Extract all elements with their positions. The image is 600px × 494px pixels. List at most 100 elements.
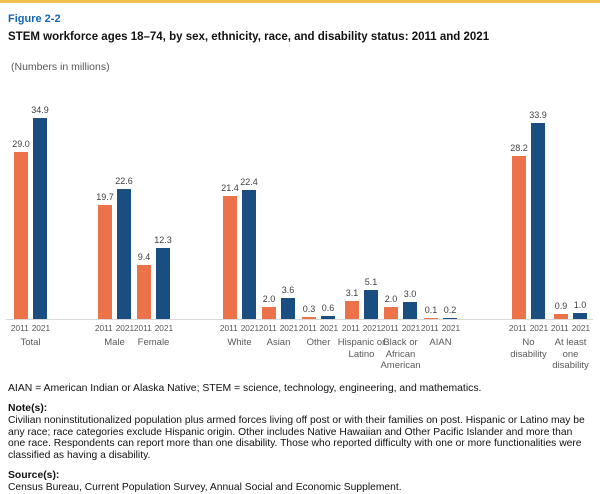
year-tick: 2011 <box>298 323 317 333</box>
top-accent-border <box>0 0 600 3</box>
bar-column: 28.2 <box>510 143 528 319</box>
bar-pair: 0.3 0.6 <box>302 96 335 319</box>
year-tick: 2011 <box>133 323 152 333</box>
year-tick: 2011 <box>94 323 113 333</box>
bar-2021 <box>531 123 545 319</box>
year-tick: 2011 <box>420 323 439 333</box>
year-tick: 2011 <box>508 323 527 333</box>
bar-pair: 28.2 33.9 <box>510 96 547 319</box>
bar-group: 2.0 3.6 2011 2021 Asian <box>258 96 299 349</box>
bar-group: 19.7 22.6 2011 2021 Male <box>94 96 135 349</box>
notes-heading: Note(s): <box>8 403 48 414</box>
bar-value-label: 1.0 <box>573 300 587 310</box>
bar-2021 <box>156 248 170 319</box>
category-label: Female <box>137 337 170 348</box>
bar-2011 <box>262 307 276 319</box>
year-tick: 2021 <box>115 323 135 333</box>
bar-pair: 0.1 0.2 <box>424 96 457 319</box>
bar-value-label: 19.7 <box>96 192 114 202</box>
bar-column: 0.9 <box>554 301 568 319</box>
bar-column: 1.0 <box>573 300 587 319</box>
bar-pair: 19.7 22.6 <box>96 96 133 319</box>
bar-column: 12.3 <box>154 235 172 319</box>
bar-value-label: 0.1 <box>424 305 438 315</box>
bar-column: 0.3 <box>302 304 316 319</box>
year-tick-labels: 2011 2021 <box>299 323 338 333</box>
year-tick: 2011 <box>380 323 399 333</box>
category-label: Asian <box>266 337 291 348</box>
bar-pair: 9.4 12.3 <box>137 96 172 319</box>
category-label: Male <box>104 337 125 348</box>
bar-value-label: 29.0 <box>12 139 30 149</box>
year-tick: 2021 <box>529 323 549 333</box>
bar-2021 <box>117 189 131 319</box>
bar-value-label: 28.2 <box>510 143 528 153</box>
year-tick: 2021 <box>240 323 260 333</box>
bar-column: 0.1 <box>424 305 438 319</box>
bar-value-label: 5.1 <box>364 277 378 287</box>
year-tick: 2021 <box>571 323 591 333</box>
bar-column: 0.2 <box>443 305 457 319</box>
year-tick-labels: 2011 2021 <box>134 323 173 333</box>
bar-group: 0.9 1.0 2011 2021 At least one disability <box>551 96 591 372</box>
bar-value-label: 12.3 <box>154 235 172 245</box>
year-tick-labels: 2011 2021 <box>342 323 381 333</box>
bar-2011 <box>137 265 151 319</box>
bar-2021 <box>403 302 417 319</box>
year-tick: 2021 <box>319 323 339 333</box>
bar-column: 5.1 <box>364 277 378 319</box>
bar-chart-plot-area: 29.0 34.9 2011 2021 Total 19.7 22.6 2011 2021 Mal… <box>0 96 600 371</box>
bar-column: 33.9 <box>529 110 547 319</box>
bar-value-label: 22.6 <box>115 176 133 186</box>
bar-column: 3.0 <box>403 289 417 319</box>
bar-2021 <box>281 298 295 319</box>
bar-value-label: 2.0 <box>384 294 398 304</box>
bar-2021 <box>242 190 256 319</box>
year-tick: 2011 <box>258 323 277 333</box>
bar-column: 29.0 <box>12 139 30 319</box>
bar-value-label: 2.0 <box>262 294 276 304</box>
bar-pair: 2.0 3.0 <box>384 96 417 319</box>
bar-value-label: 9.4 <box>137 252 151 262</box>
category-label: No disability <box>510 337 547 360</box>
category-label: White <box>227 337 252 348</box>
year-tick-labels: 2011 2021 <box>509 323 548 333</box>
source-body: Census Bureau, Current Population Survey… <box>8 482 402 494</box>
bar-value-label: 0.9 <box>554 301 568 311</box>
bar-column: 9.4 <box>137 252 151 319</box>
bar-2021 <box>364 290 378 319</box>
bar-2021 <box>321 316 335 319</box>
bar-value-label: 3.6 <box>281 285 295 295</box>
bar-2011 <box>302 317 316 319</box>
year-tick-labels: 2011 2021 <box>421 323 460 333</box>
bar-column: 22.4 <box>240 177 258 319</box>
category-label: Hispanic or Latino <box>337 337 386 360</box>
year-tick: 2021 <box>154 323 174 333</box>
bar-2011 <box>384 307 398 319</box>
bar-column: 3.1 <box>345 288 359 319</box>
category-label: At least one disability <box>552 337 589 371</box>
category-label: AIAN <box>429 337 452 348</box>
bar-column: 21.4 <box>221 183 239 319</box>
bar-group: 3.1 5.1 2011 2021 Hispanic or Latino <box>338 96 386 360</box>
bar-2011 <box>14 152 28 319</box>
bar-group: 9.4 12.3 2011 2021 Female <box>134 96 173 349</box>
bar-2011 <box>98 205 112 319</box>
year-tick: 2021 <box>279 323 299 333</box>
bar-pair: 21.4 22.4 <box>221 96 258 319</box>
bar-column: 3.6 <box>281 285 295 319</box>
year-tick: 2021 <box>401 323 421 333</box>
bar-2011 <box>554 314 568 319</box>
x-axis-line <box>6 319 593 320</box>
bar-column: 2.0 <box>384 294 398 319</box>
bar-2021 <box>573 313 587 319</box>
figure-number-label: Figure 2-2 <box>8 13 61 25</box>
year-tick-labels: 2011 2021 <box>11 323 50 333</box>
units-note: (Numbers in millions) <box>11 61 110 73</box>
category-label: Black or African American <box>380 337 421 371</box>
year-tick: 2011 <box>219 323 238 333</box>
bar-group: 29.0 34.9 2011 2021 Total <box>11 96 50 349</box>
bar-group: 0.3 0.6 2011 2021 Other <box>299 96 338 349</box>
bar-group: 28.2 33.9 2011 2021 No disability <box>509 96 548 360</box>
chart-title: STEM workforce ages 18–74, by sex, ethni… <box>8 31 490 43</box>
